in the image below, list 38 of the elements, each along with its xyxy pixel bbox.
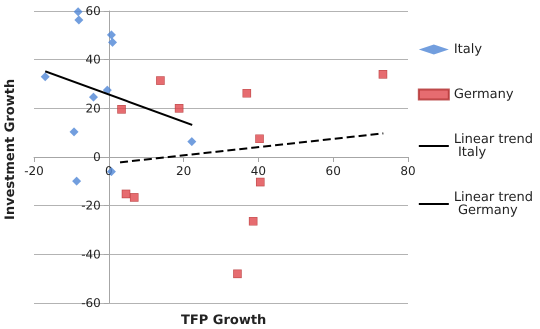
point [248, 216, 258, 226]
point [156, 76, 165, 85]
y-tick-label: 20 [86, 101, 101, 116]
point [88, 92, 98, 102]
point [255, 134, 264, 144]
point [117, 105, 126, 114]
y-axis-title: Investment Growth [3, 78, 18, 220]
point [106, 30, 116, 40]
point [72, 176, 82, 186]
y-tick-label: 60 [86, 4, 101, 18]
point [242, 88, 252, 98]
y-tick-label: 0 [93, 150, 101, 164]
x-axis-title: TFP Growth [181, 313, 266, 328]
point [130, 193, 139, 202]
x-tick-label: 20 [176, 164, 192, 178]
point [74, 7, 83, 16]
x-tick-label: -20 [24, 164, 44, 178]
point [74, 16, 84, 25]
legend-label: Italy [454, 42, 482, 57]
y-tick-label: -20 [81, 198, 101, 213]
point [233, 270, 242, 278]
point [256, 178, 265, 186]
legend-label: Germany [454, 87, 514, 102]
point [122, 190, 130, 198]
x-tick-label: 60 [326, 164, 341, 178]
point [187, 137, 196, 146]
point [40, 72, 50, 82]
legend-label: Linear trend Italy [454, 132, 534, 160]
point [378, 70, 388, 79]
point [174, 104, 184, 113]
y-tick-label: -60 [81, 296, 101, 310]
x-tick-label: 80 [400, 164, 416, 178]
legend-label: Linear trend Germany [454, 190, 534, 218]
point [70, 127, 79, 136]
point [108, 38, 118, 47]
y-tick-label: 40 [86, 52, 101, 67]
x-tick-label: 40 [250, 164, 266, 178]
y-tick-label: -40 [81, 247, 101, 262]
